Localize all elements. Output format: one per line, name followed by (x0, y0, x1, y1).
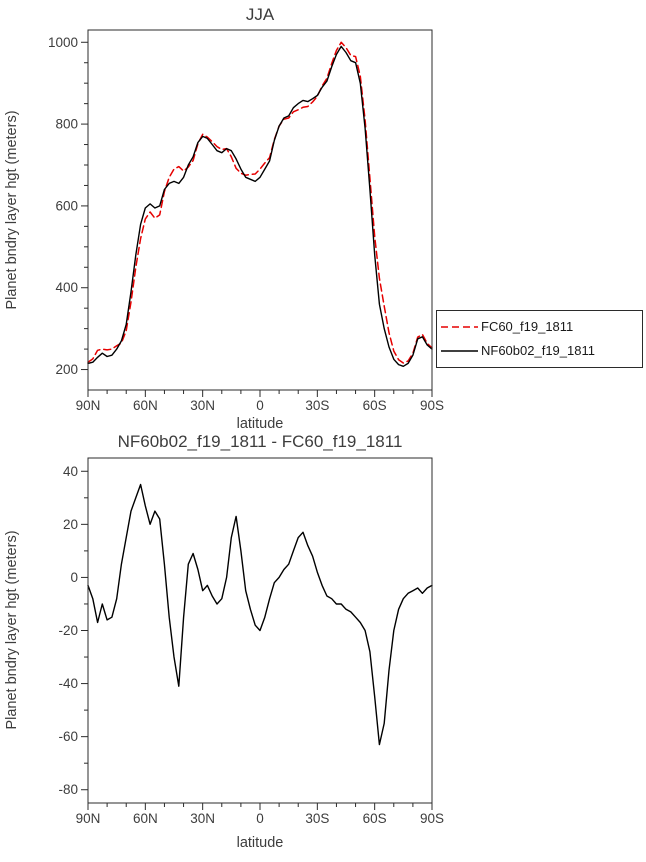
top-chart-title: JJA (246, 5, 275, 24)
plot-border (87, 457, 433, 804)
legend-box (436, 310, 643, 368)
bottom-chart-xlabel: latitude (237, 835, 284, 851)
y-tick-label: 40 (63, 464, 78, 479)
top-plot-area: 90N 60N 30N 0 30S 60S 90S 200 400 600 800 1000 (48, 29, 444, 413)
x-tick-label: 60N (133, 811, 158, 826)
y-axis: 200 400 600 800 1000 (48, 35, 88, 377)
bottom-plot-area: 90N 60N 30N 0 30S 60S 90S -80 -60 -40 -20 0 20 40 (58, 457, 444, 826)
bottom-chart: NF60b02_f19_1811 - FC60_f19_1811 latitud… (4, 432, 444, 851)
top-chart: JJA latitude Planet bndry layer hgt (met… (4, 5, 643, 430)
top-chart-ylabel: Planet bndry layer hgt (meters) (4, 110, 20, 309)
y-tick-label: 1000 (48, 35, 78, 50)
y-tick-label: 20 (63, 517, 78, 532)
x-tick-label: 90N (76, 811, 101, 826)
y-tick-label: 600 (55, 198, 78, 213)
x-tick-label: 60S (363, 811, 387, 826)
bottom-chart-ylabel: Planet bndry layer hgt (meters) (4, 530, 20, 729)
x-tick-label: 60N (133, 398, 158, 413)
y-tick-label: 0 (70, 570, 78, 585)
y-tick-label: 400 (55, 280, 78, 295)
x-tick-label: 60S (363, 398, 387, 413)
series-lines (87, 483, 433, 746)
x-axis: 90N 60N 30N 0 30S 60S 90S (76, 390, 444, 413)
x-axis: 90N 60N 30N 0 30S 60S 90S (76, 803, 444, 826)
legend: FC60_f19_1811 NF60b02_f19_1811 (436, 310, 643, 368)
y-axis: -80 -60 -40 -20 0 20 40 (58, 464, 88, 797)
legend-label-fc60: FC60_f19_1811 (481, 319, 573, 334)
series-lines (87, 41, 433, 367)
y-tick-label: 200 (55, 362, 78, 377)
y-tick-label: -40 (58, 676, 78, 691)
x-tick-label: 30S (305, 811, 329, 826)
x-tick-label: 0 (256, 398, 264, 413)
x-tick-label: 0 (256, 811, 264, 826)
x-tick-label: 90N (76, 398, 101, 413)
series-line-0 (87, 41, 433, 364)
y-tick-label: -60 (58, 729, 78, 744)
x-tick-label: 30S (305, 398, 329, 413)
legend-label-nf60b02: NF60b02_f19_1811 (481, 343, 595, 358)
bottom-chart-title: NF60b02_f19_1811 - FC60_f19_1811 (118, 432, 403, 451)
top-chart-xlabel: latitude (237, 416, 284, 430)
series-line-0 (87, 483, 433, 746)
y-tick-label: 800 (55, 117, 78, 132)
series-line-1 (87, 45, 433, 367)
plot-border (87, 29, 433, 391)
x-tick-label: 30N (190, 811, 215, 826)
x-tick-label: 30N (190, 398, 215, 413)
x-tick-label: 90S (420, 811, 444, 826)
y-tick-label: -80 (58, 782, 78, 797)
x-tick-label: 90S (420, 398, 444, 413)
y-tick-label: -20 (58, 623, 78, 638)
